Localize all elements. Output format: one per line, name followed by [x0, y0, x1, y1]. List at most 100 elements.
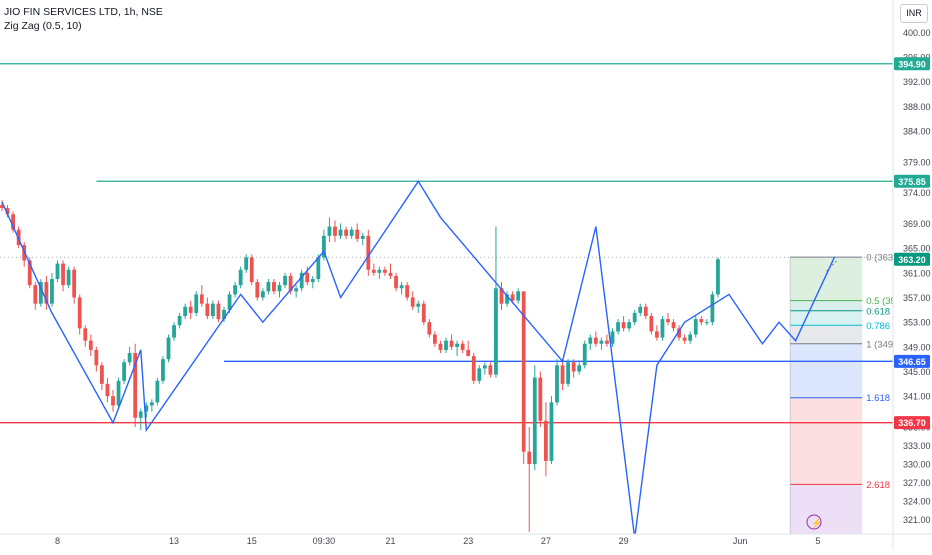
candle-body — [383, 269, 387, 273]
candle-body — [144, 405, 149, 412]
candle-body — [266, 282, 271, 292]
symbol-title[interactable]: JIO FIN SERVICES LTD, 1h, NSE — [4, 6, 163, 18]
candle-body — [283, 275, 287, 286]
candle-body — [305, 272, 310, 283]
candle-body — [344, 229, 348, 236]
price-tick-label: 388.00 — [903, 102, 931, 112]
candle-body — [216, 303, 221, 320]
candle-body — [272, 282, 276, 292]
candle-body — [455, 343, 459, 347]
candle-body — [710, 294, 715, 323]
candle-body — [366, 235, 371, 270]
candle-body — [211, 303, 215, 316]
time-tick-label: Jun — [733, 536, 748, 546]
candle-body — [471, 356, 476, 381]
price-tick-label: 321.00 — [903, 515, 931, 525]
fib-band — [790, 257, 863, 301]
candle-body — [299, 272, 304, 289]
candle-body — [588, 337, 593, 344]
candle-body — [716, 259, 720, 295]
candle-body — [122, 362, 126, 381]
time-tick-label: 13 — [169, 536, 179, 546]
candle-body — [55, 263, 60, 279]
candle-body — [704, 322, 709, 324]
candle-body — [222, 309, 226, 320]
candle-body — [671, 322, 676, 329]
time-tick-label: 27 — [541, 536, 551, 546]
candle-body — [83, 328, 88, 341]
candle-body — [27, 260, 32, 286]
time-tick-label: 21 — [385, 536, 395, 546]
candle-body — [88, 340, 93, 350]
candle-body — [205, 303, 210, 316]
level-price-badge: 336.70 — [898, 418, 926, 428]
indicator-label[interactable]: Zig Zag (0.5, 10) — [4, 20, 82, 32]
candle-body — [355, 229, 360, 239]
candle-body — [388, 272, 393, 276]
candle-body — [316, 257, 321, 279]
candle-body — [166, 337, 171, 360]
candle-body — [11, 214, 15, 230]
time-tick-label: 23 — [463, 536, 473, 546]
candle-body — [438, 343, 443, 350]
candle-body — [421, 303, 426, 323]
candle-body — [499, 288, 504, 304]
candle-body — [138, 411, 143, 418]
candle-body — [482, 365, 487, 369]
candle-body — [593, 337, 598, 344]
candle-body — [183, 306, 188, 316]
candle-body — [477, 368, 482, 381]
price-tick-label: 345.00 — [903, 367, 931, 377]
price-tick-label: 379.00 — [903, 157, 931, 167]
candle-body — [116, 380, 121, 406]
candle-body — [94, 349, 99, 366]
candle-body — [571, 362, 576, 372]
candle-body — [688, 334, 693, 341]
price-tick-label: 341.00 — [903, 392, 931, 402]
candle-body — [227, 294, 232, 310]
candle-body — [599, 340, 604, 344]
price-tick-label: 369.00 — [903, 219, 931, 229]
candle-body — [44, 282, 49, 304]
candle-body — [371, 269, 376, 273]
candle-body — [249, 257, 254, 283]
candle-body — [277, 285, 282, 292]
candle-body — [177, 316, 182, 326]
level-price-badge-bg — [894, 354, 930, 368]
level-price-badge-bg — [894, 57, 930, 71]
candle-body — [133, 353, 138, 418]
candle-body — [549, 402, 554, 461]
fib-band — [790, 343, 863, 398]
candle-body — [655, 331, 659, 338]
last-price-badge-bg — [894, 252, 930, 266]
fib-level-label: 0.5 (356.50) — [866, 296, 917, 307]
price-tick-label: 361.00 — [903, 268, 931, 278]
price-tick-label: 392.00 — [903, 77, 931, 87]
candle-body — [111, 396, 115, 406]
fib-band — [790, 300, 863, 311]
candle-body — [405, 285, 410, 298]
candle-body — [333, 226, 337, 236]
currency-button[interactable]: INR — [900, 4, 928, 23]
candle-body — [233, 285, 237, 295]
lightning-icon — [806, 514, 822, 530]
candle-body — [532, 377, 537, 464]
candle-body — [555, 365, 559, 403]
time-tick-label: 09:30 — [313, 536, 336, 546]
fib-band — [790, 397, 863, 485]
candle-body — [699, 319, 704, 323]
candle-body — [161, 359, 165, 381]
candle-body — [349, 229, 354, 236]
candle-body — [244, 257, 249, 270]
price-tick-label: 357.00 — [903, 293, 931, 303]
candle-body — [416, 303, 421, 307]
candle-body — [510, 294, 515, 301]
candle-body — [527, 451, 532, 464]
level-price-badge-bg — [894, 174, 930, 188]
candle-body — [516, 291, 521, 301]
price-tick-label: 327.00 — [903, 478, 931, 488]
chart-legend: JIO FIN SERVICES LTD, 1h, NSE Zig Zag (0… — [4, 5, 163, 33]
fib-level-label: 0.786 (352.50) — [866, 321, 928, 332]
